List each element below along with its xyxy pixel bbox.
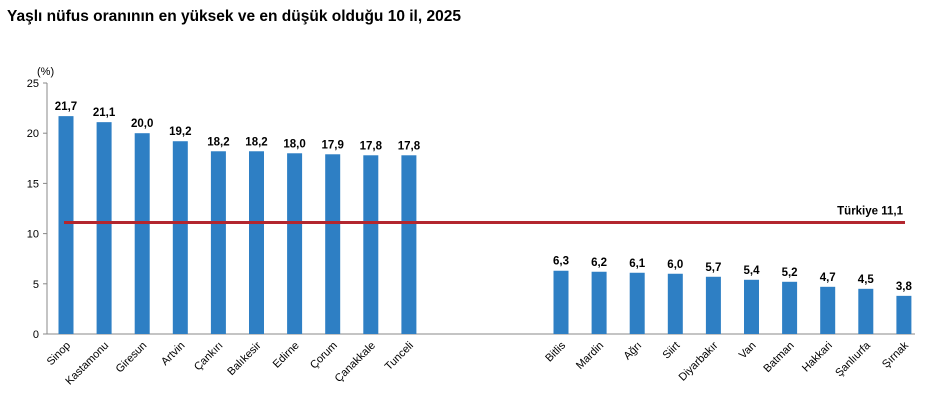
category-label: Çanakkale — [333, 340, 378, 385]
bar — [820, 286, 836, 334]
bar — [325, 154, 341, 334]
bar-value-label: 3,8 — [896, 281, 913, 293]
bar-value-label: 21,7 — [55, 101, 77, 113]
bar — [287, 153, 303, 334]
bar — [401, 155, 417, 334]
bar — [172, 141, 188, 334]
bar-value-label: 6,1 — [629, 258, 646, 270]
bar — [134, 133, 150, 334]
category-label: Bitlis — [543, 339, 568, 364]
category-label: Giresun — [114, 340, 150, 376]
y-axis-ticks: 0 5 10 15 20 25 — [27, 78, 47, 341]
bar-value-label: 17,8 — [398, 140, 421, 152]
category-label: Şırnak — [880, 339, 911, 370]
bar — [782, 281, 798, 334]
bar — [858, 288, 874, 334]
y-tick-label: 25 — [27, 78, 39, 90]
bar — [667, 273, 683, 334]
bar-value-label: 5,2 — [782, 267, 798, 279]
bar — [896, 295, 912, 334]
bar-value-label: 19,2 — [169, 126, 191, 138]
category-label: Çorum — [308, 340, 340, 372]
category-label: Edirne — [271, 340, 302, 371]
bar-value-label: 5,4 — [744, 265, 761, 277]
bar — [629, 272, 645, 334]
bar-value-label: 18,2 — [245, 136, 267, 148]
bar — [249, 151, 264, 334]
bar-value-label: 4,7 — [820, 272, 836, 284]
bar-value-label: 17,9 — [322, 139, 344, 151]
y-tick-label: 10 — [27, 229, 39, 241]
bar-value-label: 5,7 — [705, 262, 721, 274]
category-label: Şanlıurfa — [833, 339, 873, 379]
category-label: Van — [737, 340, 759, 362]
bar — [744, 279, 759, 334]
bar-value-label: 20,0 — [131, 118, 153, 130]
y-tick-label: 15 — [27, 178, 39, 190]
turkiye-reference-label: Türkiye 11,1 — [837, 206, 903, 218]
category-label: Hakkari — [800, 340, 835, 375]
value-labels-layer: 21,7 21,1 20,0 19,2 18,2 18,2 18,0 17,9 17,8 17,8… — [55, 101, 913, 293]
y-axis-unit: (%) — [37, 66, 54, 78]
bar-value-label: 4,5 — [858, 274, 875, 286]
category-label: Diyarbakır — [677, 339, 721, 383]
category-label: Mardin — [574, 340, 606, 372]
y-tick-label: 20 — [27, 128, 39, 140]
y-tick-label: 0 — [33, 329, 39, 341]
bar — [210, 151, 226, 334]
bar-value-label: 6,2 — [591, 257, 607, 269]
bar-value-label: 18,0 — [283, 138, 305, 150]
bar — [58, 116, 74, 334]
y-tick-label: 5 — [33, 279, 39, 291]
category-label: Çankırı — [192, 340, 226, 374]
bar-value-label: 6,0 — [667, 259, 683, 271]
bar — [363, 155, 379, 334]
category-label: Sinop — [45, 340, 73, 368]
category-label: Balıkesir — [225, 339, 264, 378]
bar — [553, 270, 569, 334]
category-label: Tunceli — [383, 340, 416, 373]
bars-layer — [58, 116, 912, 334]
bar-value-label: 21,1 — [93, 107, 116, 119]
bar-value-label: 17,8 — [360, 140, 383, 152]
category-label: Batman — [761, 340, 796, 375]
bar — [591, 271, 607, 334]
bar — [96, 122, 112, 334]
category-label: Ağrı — [622, 340, 645, 363]
category-label: Siirt — [661, 340, 683, 362]
chart-title: Yaşlı nüfus oranının en yüksek ve en düş… — [7, 8, 461, 25]
bar-value-label: 6,3 — [553, 256, 569, 268]
bar — [705, 276, 721, 334]
bar-value-label: 18,2 — [207, 136, 229, 148]
category-label: Artvin — [159, 340, 187, 368]
